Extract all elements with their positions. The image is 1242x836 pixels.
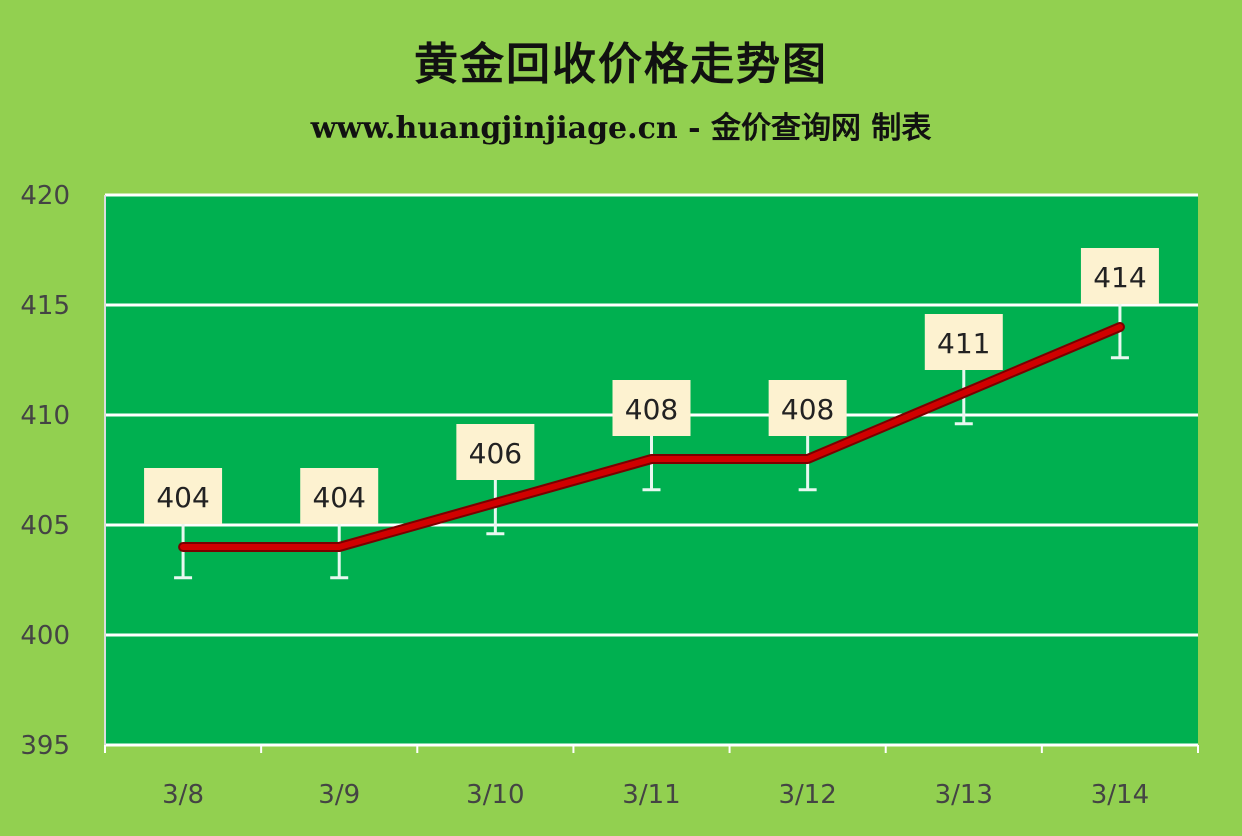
y-tick-label: 395 <box>20 731 70 761</box>
data-label-box <box>768 380 847 436</box>
chart-title: 黄金回收价格走势图 <box>414 39 828 90</box>
x-tick-label: 3/14 <box>1091 780 1149 810</box>
data-label-box <box>612 380 691 436</box>
x-tick-label: 3/9 <box>318 780 360 810</box>
y-tick-label: 400 <box>20 621 70 651</box>
x-tick-label: 3/8 <box>162 780 204 810</box>
y-tick-label: 420 <box>20 181 70 211</box>
data-label-box <box>144 468 223 524</box>
data-label: 411 <box>937 327 990 360</box>
x-tick-label: 3/11 <box>622 780 680 810</box>
data-label: 408 <box>781 393 834 426</box>
data-label-box <box>456 424 535 480</box>
data-label: 414 <box>1093 261 1146 294</box>
y-tick-label: 410 <box>20 401 70 431</box>
chart-subtitle: www.huangjinjiage.cn - 金价查询网 制表 <box>310 111 932 146</box>
y-tick-label: 405 <box>20 511 70 541</box>
data-label: 406 <box>469 437 522 470</box>
x-tick-label: 3/13 <box>935 780 993 810</box>
data-label: 404 <box>156 481 209 514</box>
data-label-box <box>300 468 379 524</box>
data-label-box <box>924 314 1003 370</box>
data-label-box <box>1080 248 1159 304</box>
data-label: 408 <box>625 393 678 426</box>
data-label: 404 <box>312 481 365 514</box>
y-tick-label: 415 <box>20 291 70 321</box>
x-tick-label: 3/10 <box>466 780 524 810</box>
series-line <box>180 324 1123 550</box>
x-tick-label: 3/12 <box>778 780 836 810</box>
